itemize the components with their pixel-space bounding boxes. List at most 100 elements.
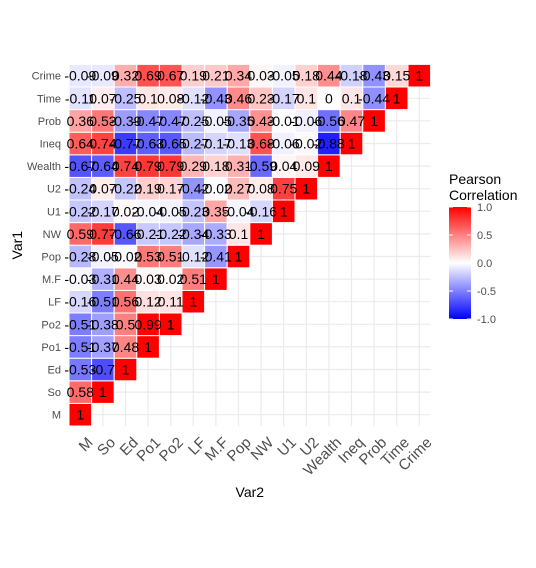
legend-colorbar [449, 207, 471, 319]
cell-value-label: 0.15 [383, 68, 410, 84]
cell-value-label: 0.02 [157, 271, 184, 287]
cell-value-label: -0.38 [87, 316, 119, 332]
cell-value-label: 0.23 [247, 90, 274, 106]
y-tick-label-M: M [52, 410, 61, 422]
cell-value-label: -0.02 [110, 249, 142, 265]
cell-value-label: 0.77 [89, 226, 116, 242]
cell-value-label: -0.12 [177, 249, 209, 265]
cell-value-label: 1 [393, 90, 401, 106]
cell-value-label: -0.88 [313, 136, 345, 152]
y-tick-label-NW: NW [43, 229, 62, 241]
cell-value-label: 1 [280, 203, 288, 219]
cell-value-label: -0.24 [64, 181, 96, 197]
y-tick-label-Po1: Po1 [41, 342, 61, 354]
cell-value-label: -0.09 [64, 68, 96, 84]
cell-value-label: 0.35 [202, 203, 229, 219]
cell-value-label: 0.68 [247, 136, 274, 152]
cell-value-label: -0.22 [155, 226, 187, 242]
cell-value-label: -0.42 [177, 181, 209, 197]
cell-value-label: -0.17 [200, 136, 232, 152]
cell-value-label: -0.47 [132, 113, 164, 129]
cell-value-label: 0.17 [157, 181, 184, 197]
legend-tick-label: 0.0 [477, 258, 492, 270]
heatmap-cell-Crime-Crime [407, 63, 432, 88]
cell-value-label: 1 [370, 113, 378, 129]
cell-value-label: -0.65 [155, 136, 187, 152]
y-tick-label-So: So [48, 387, 61, 399]
y-tick-label-Wealth: Wealth [27, 161, 61, 173]
x-tick-label-M: M [76, 434, 97, 455]
legend-tick-label: 0.5 [477, 230, 492, 242]
cell-value-label: 0.43 [247, 113, 274, 129]
cell-value-label: 0.5 [116, 316, 136, 332]
cell-value-label: 0.18 [293, 68, 320, 84]
cell-value-label: -0.43 [200, 90, 232, 106]
cell-value-label: 1 [144, 339, 152, 355]
cell-value-label: 0.53 [89, 113, 116, 129]
legend-tick-label: -1.0 [477, 314, 496, 326]
y-tick-label-Crime: Crime [32, 71, 61, 83]
cell-value-label: -0.31 [87, 271, 119, 287]
cell-value-label: -0.13 [223, 136, 255, 152]
cell-value-label: -0.04 [132, 203, 164, 219]
y-tick-label-Ineq: Ineq [40, 139, 61, 151]
cell-value-label: 0.64 [67, 136, 94, 152]
cell-value-label: -0.09 [87, 68, 119, 84]
legend-title-line: Pearson [449, 171, 501, 187]
cell-value-label: 0.75 [270, 181, 297, 197]
y-tick-label-U2: U2 [47, 184, 61, 196]
cell-value-label: -0.02 [200, 181, 232, 197]
y-tick-label-Pop: Pop [41, 252, 61, 264]
cell-value-label: -0.04 [223, 203, 255, 219]
cell-value-label: 0.34 [225, 68, 252, 84]
cell-value-label: 0.51 [157, 249, 184, 265]
cell-value-label: -0.05 [87, 249, 119, 265]
cell-value-label: 0.44 [315, 68, 342, 84]
cell-value-label: -0.56 [313, 113, 345, 129]
cell-value-label: -0.47 [155, 113, 187, 129]
cell-value-label: 0.36 [67, 113, 94, 129]
x-tick-label-NW: NW [248, 434, 278, 464]
cell-value-label: 1 [415, 68, 423, 84]
y-tick-label-Ed: Ed [48, 365, 61, 377]
cell-value-label: 1 [325, 158, 333, 174]
y-tick-label-Prob: Prob [38, 116, 61, 128]
cell-value-label: 1 [189, 294, 197, 310]
cell-value-label: 0.18 [202, 158, 229, 174]
cell-value-label: 0.31 [225, 158, 252, 174]
cell-value-label: -0.22 [110, 181, 142, 197]
cell-value-label: 0.11 [158, 294, 184, 310]
cell-value-label: 0.07 [89, 90, 116, 106]
cell-value-label: 0.48 [112, 339, 139, 355]
cell-value-label: 0.03 [134, 271, 161, 287]
y-tick-label-M.F: M.F [42, 274, 61, 286]
y-tick-label-Po2: Po2 [41, 319, 61, 331]
cell-value-label: 0.1 [297, 90, 317, 106]
cell-value-label: -0.51 [87, 294, 119, 310]
cell-value-label: 0.1 [342, 90, 362, 106]
cell-value-label: 0.99 [134, 316, 161, 332]
y-axis-title: Var1 [9, 231, 25, 260]
cell-value-label: 0.1 [229, 226, 249, 242]
cell-value-label: -0.23 [177, 203, 209, 219]
cell-value-label: 0.03 [247, 68, 274, 84]
cell-value-label: 1 [167, 316, 175, 332]
cell-value-label: 0.27 [225, 181, 252, 197]
cell-value-label: 0.08 [247, 181, 274, 197]
cell-value-label: -0.25 [110, 90, 142, 106]
cell-value-label: 0.74 [112, 158, 139, 174]
cell-value-label: 0.21 [202, 68, 229, 84]
cell-value-label: 0.44 [112, 271, 139, 287]
cell-value-label: 0.19 [180, 68, 207, 84]
cell-value-label: -0.33 [200, 226, 232, 242]
x-tick-label-Po2: Po2 [156, 434, 187, 465]
cell-value-label: -0.16 [64, 294, 96, 310]
cell-value-label: 1 [257, 226, 265, 242]
cell-value-label: 0.08 [157, 90, 184, 106]
cell-value-label: -0.17 [87, 203, 119, 219]
cell-value-label: 0.1 [138, 90, 158, 106]
cell-value-label: 1 [235, 249, 243, 265]
cell-value-label: 0 [325, 90, 333, 106]
